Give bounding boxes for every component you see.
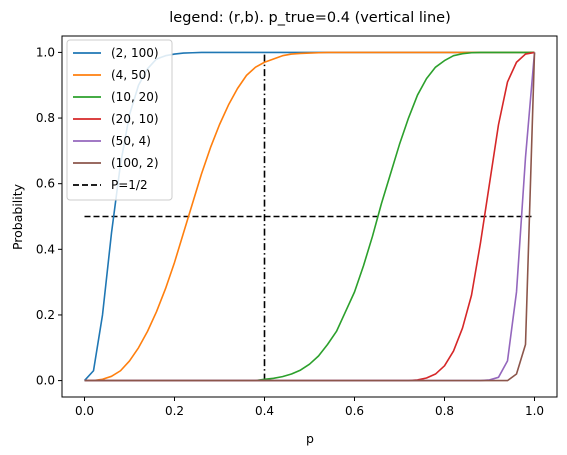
legend-box: [66, 39, 173, 201]
x-tick-label: 0.6: [345, 404, 364, 418]
legend: (2, 100) (4, 50) (10, 20) (20, 10) (50, 4) (1…: [66, 39, 173, 201]
x-tick-label: 0.0: [75, 404, 94, 418]
x-axis-label: p: [306, 431, 314, 446]
x-tick-label: 0.8: [435, 404, 454, 418]
legend-label: (100, 2): [111, 156, 159, 170]
y-tick-label: 0.0: [36, 374, 55, 388]
legend-label: (4, 50): [111, 68, 151, 82]
y-tick-label: 0.6: [36, 177, 55, 191]
legend-label: (50, 4): [111, 134, 151, 148]
x-tick-label: 0.2: [165, 404, 184, 418]
y-tick-label: 0.4: [36, 242, 55, 256]
series-line-2: [84, 51, 535, 382]
y-tick-label: 0.8: [36, 111, 55, 125]
chart-title: legend: (r,b). p_true=0.4 (vertical line…: [169, 10, 450, 26]
axes-frame: [61, 35, 558, 398]
x-tick-label: 1.0: [525, 404, 544, 418]
legend-label: (20, 10): [111, 112, 159, 126]
legend-label: P=1/2: [111, 178, 148, 192]
legend-label: (2, 100): [111, 46, 159, 60]
series-line-6: [84, 52, 536, 382]
plot-area: 0.0 0.2 0.4 0.6 0.8 1.0 0.0 0.2 0.4 0.6 0.8 1.0: [36, 35, 558, 418]
y-tick-label: 1.0: [36, 45, 55, 59]
y-axis-label: Probability: [10, 183, 25, 250]
x-tick-label: 0.4: [255, 404, 274, 418]
y-tick-label: 0.2: [36, 308, 55, 322]
legend-label: (10, 20): [111, 90, 159, 104]
